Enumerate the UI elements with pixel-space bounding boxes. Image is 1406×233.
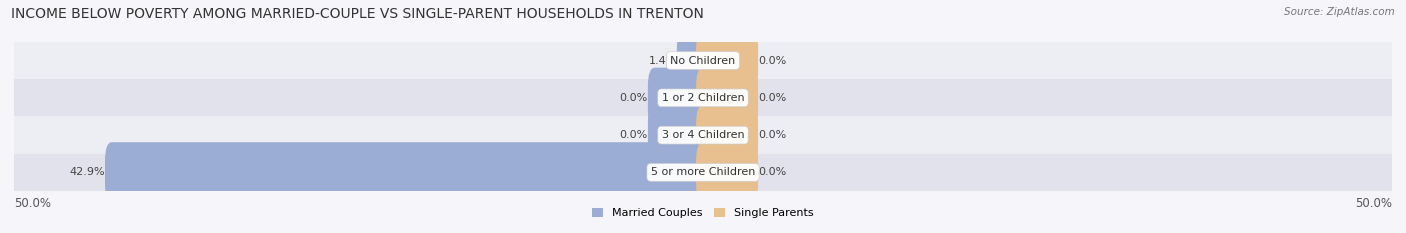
FancyBboxPatch shape <box>696 68 758 128</box>
Text: 5 or more Children: 5 or more Children <box>651 168 755 177</box>
FancyBboxPatch shape <box>696 30 758 91</box>
Text: 0.0%: 0.0% <box>758 168 786 177</box>
Text: INCOME BELOW POVERTY AMONG MARRIED-COUPLE VS SINGLE-PARENT HOUSEHOLDS IN TRENTON: INCOME BELOW POVERTY AMONG MARRIED-COUPL… <box>11 7 704 21</box>
FancyBboxPatch shape <box>676 30 710 91</box>
Text: 50.0%: 50.0% <box>14 197 51 210</box>
FancyBboxPatch shape <box>14 42 1392 79</box>
Text: 50.0%: 50.0% <box>1355 197 1392 210</box>
Text: 0.0%: 0.0% <box>758 130 786 140</box>
FancyBboxPatch shape <box>14 116 1392 154</box>
Text: 1.4%: 1.4% <box>648 56 676 65</box>
FancyBboxPatch shape <box>14 79 1392 116</box>
FancyBboxPatch shape <box>105 142 710 203</box>
Text: Source: ZipAtlas.com: Source: ZipAtlas.com <box>1284 7 1395 17</box>
Text: 1 or 2 Children: 1 or 2 Children <box>662 93 744 103</box>
Legend: Married Couples, Single Parents: Married Couples, Single Parents <box>592 208 814 218</box>
FancyBboxPatch shape <box>14 154 1392 191</box>
Text: 0.0%: 0.0% <box>620 130 648 140</box>
Text: 0.0%: 0.0% <box>620 93 648 103</box>
Text: No Children: No Children <box>671 56 735 65</box>
FancyBboxPatch shape <box>696 142 758 203</box>
Text: 0.0%: 0.0% <box>758 56 786 65</box>
Text: 42.9%: 42.9% <box>69 168 105 177</box>
FancyBboxPatch shape <box>648 105 710 165</box>
Text: 0.0%: 0.0% <box>758 93 786 103</box>
FancyBboxPatch shape <box>648 68 710 128</box>
Text: 3 or 4 Children: 3 or 4 Children <box>662 130 744 140</box>
FancyBboxPatch shape <box>696 105 758 165</box>
